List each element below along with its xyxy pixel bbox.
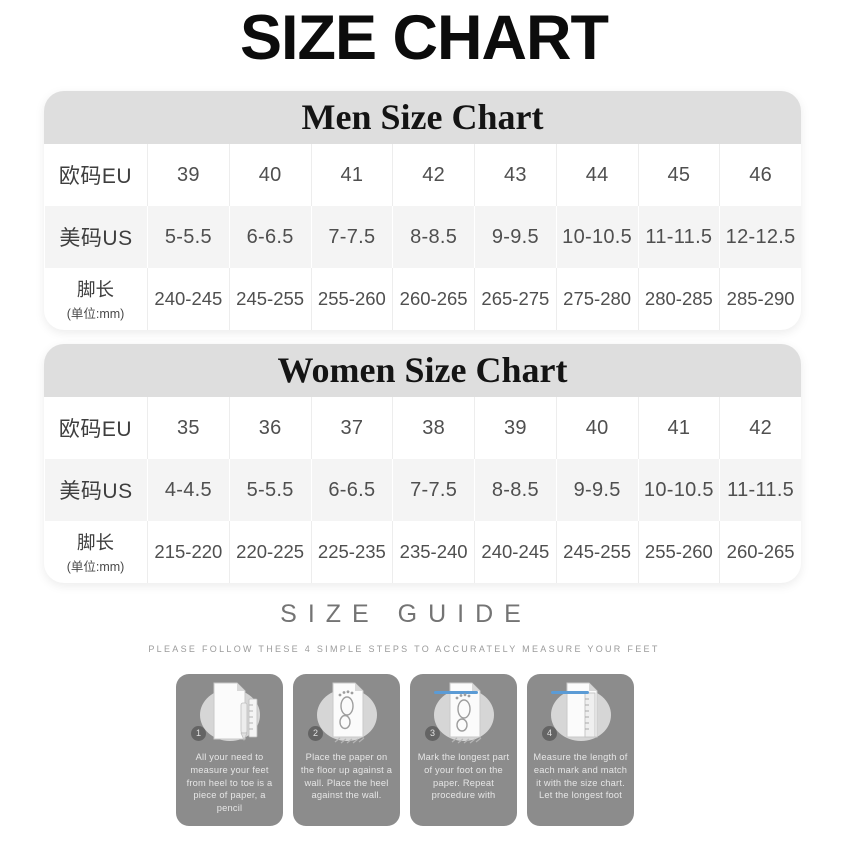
- step-text: Place the paper on the floor up against …: [300, 752, 393, 801]
- table-cell: 5-5.5: [228, 459, 311, 521]
- table-cell: 46: [719, 144, 801, 206]
- table-cell: 12-12.5: [719, 206, 801, 268]
- table-cell: 40: [228, 144, 311, 206]
- table-cell: 235-240: [392, 521, 474, 583]
- table-cell: 42: [392, 144, 474, 206]
- table-cell: 40: [555, 397, 638, 459]
- table-cell: 43: [474, 144, 556, 206]
- table-cell: 37: [310, 397, 393, 459]
- table-cell: 38: [392, 397, 474, 459]
- row-label-us: 美码US: [44, 459, 147, 521]
- paper-and-pencil-icon: [199, 682, 260, 742]
- women-us-row: 美码US 4-4.5 5-5.5 6-6.5 7-7.5 8-8.5 9-9.5…: [44, 459, 801, 521]
- step-number-badge: 4: [542, 726, 557, 741]
- table-cell: 280-285: [637, 268, 720, 330]
- table-cell: 245-255: [555, 521, 638, 583]
- table-cell: 41: [310, 144, 393, 206]
- table-cell: 10-10.5: [555, 206, 638, 268]
- table-cell: 44: [555, 144, 638, 206]
- table-cell: 245-255: [228, 268, 311, 330]
- step-number-badge: 2: [308, 726, 323, 741]
- table-cell: 260-265: [392, 268, 474, 330]
- row-label-eu: 欧码EU: [58, 418, 133, 441]
- size-guide-step-2: 2 Place the paper on the floor up agains…: [293, 674, 400, 826]
- step-text: Measure the length of each mark and matc…: [533, 752, 628, 801]
- size-guide-step-1: 1 All your need to measure your feet fro…: [176, 674, 283, 826]
- men-size-chart: Men Size Chart 欧码EU 39 40 41 42 43 44 45…: [44, 91, 801, 330]
- foot-on-paper-icon: [316, 682, 377, 744]
- footlength-unit: (单位:mm): [66, 560, 125, 574]
- row-label-us: 美码US: [44, 206, 147, 268]
- table-cell: 285-290: [719, 268, 801, 330]
- step-text: All your need to measure your feet from …: [186, 752, 273, 814]
- table-cell: 225-235: [310, 521, 393, 583]
- mark-foot-on-paper-icon: [433, 682, 494, 744]
- table-cell: 39: [474, 397, 556, 459]
- table-cell: 8-8.5: [474, 459, 556, 521]
- table-cell: 6-6.5: [310, 459, 393, 521]
- men-eu-row: 欧码EU 39 40 41 42 43 44 45 46: [44, 144, 801, 206]
- table-cell: 215-220: [147, 521, 229, 583]
- table-cell: 240-245: [474, 521, 556, 583]
- table-cell: 36: [228, 397, 311, 459]
- size-guide-step-4: 4 Measure the length of each mark and ma…: [527, 674, 634, 826]
- table-cell: 11-11.5: [637, 206, 720, 268]
- row-label-eu: 欧码EU: [58, 165, 133, 188]
- women-chart-title: Women Size Chart: [44, 344, 801, 397]
- table-cell: 275-280: [555, 268, 638, 330]
- table-cell: 45: [637, 144, 720, 206]
- table-cell: 260-265: [719, 521, 801, 583]
- page-title: SIZE CHART: [240, 3, 609, 73]
- men-footlength-row: 脚长 (单位:mm) 240-245 245-255 255-260 260-2…: [44, 268, 801, 330]
- table-cell: 35: [147, 397, 229, 459]
- table-cell: 255-260: [310, 268, 393, 330]
- table-cell: 4-4.5: [147, 459, 229, 521]
- table-cell: 11-11.5: [719, 459, 801, 521]
- measure-mark-ruler-icon: [550, 682, 611, 741]
- table-cell: 265-275: [474, 268, 556, 330]
- table-cell: 9-9.5: [474, 206, 556, 268]
- women-eu-row: 欧码EU 35 36 37 38 39 40 41 42: [44, 397, 801, 459]
- table-cell: 6-6.5: [228, 206, 311, 268]
- row-label-footlength: 脚长 (单位:mm): [44, 268, 147, 330]
- table-cell: 9-9.5: [555, 459, 638, 521]
- table-cell: 10-10.5: [637, 459, 720, 521]
- table-cell: 42: [719, 397, 801, 459]
- step-text: Mark the longest part of your foot on th…: [417, 752, 510, 801]
- table-cell: 255-260: [637, 521, 720, 583]
- footlength-unit: (单位:mm): [66, 307, 125, 321]
- row-label-footlength: 脚长 (单位:mm): [44, 521, 147, 583]
- table-cell: 220-225: [228, 521, 311, 583]
- women-size-chart: Women Size Chart 欧码EU 35 36 37 38 39 40 …: [44, 344, 801, 583]
- step-number-badge: 3: [425, 726, 440, 741]
- men-chart-title: Men Size Chart: [44, 91, 801, 144]
- size-guide-step-3: 3 Mark the longest part of your foot on …: [410, 674, 517, 826]
- footlength-label: 脚长: [76, 532, 114, 553]
- table-cell: 7-7.5: [392, 459, 474, 521]
- women-footlength-row: 脚长 (单位:mm) 215-220 220-225 225-235 235-2…: [44, 521, 801, 583]
- table-cell: 7-7.5: [310, 206, 393, 268]
- table-cell: 39: [147, 144, 229, 206]
- men-us-row: 美码US 5-5.5 6-6.5 7-7.5 8-8.5 9-9.5 10-10…: [44, 206, 801, 268]
- step-number-badge: 1: [191, 726, 206, 741]
- size-guide-subtitle: PLEASE FOLLOW THESE 4 SIMPLE STEPS TO AC…: [148, 644, 660, 654]
- footlength-label: 脚长: [76, 279, 114, 300]
- size-guide-title: SIZE GUIDE: [280, 600, 532, 628]
- table-cell: 240-245: [147, 268, 229, 330]
- table-cell: 41: [637, 397, 720, 459]
- size-guide-steps: 1 All your need to measure your feet fro…: [176, 674, 634, 826]
- table-cell: 8-8.5: [392, 206, 474, 268]
- table-cell: 5-5.5: [147, 206, 229, 268]
